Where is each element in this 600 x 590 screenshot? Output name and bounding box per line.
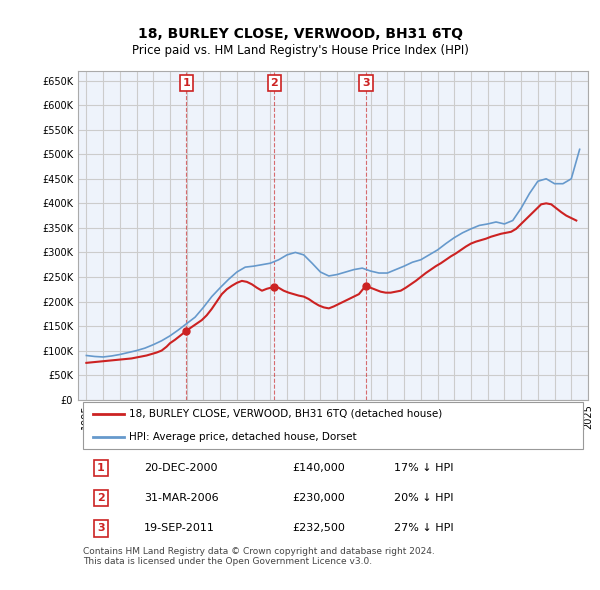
Text: 31-MAR-2006: 31-MAR-2006 xyxy=(145,493,219,503)
Text: Contains HM Land Registry data © Crown copyright and database right 2024.
This d: Contains HM Land Registry data © Crown c… xyxy=(83,547,435,566)
Text: 1: 1 xyxy=(182,78,190,88)
Text: 20-DEC-2000: 20-DEC-2000 xyxy=(145,463,218,473)
FancyBboxPatch shape xyxy=(83,402,583,449)
Text: £140,000: £140,000 xyxy=(292,463,345,473)
Text: 1: 1 xyxy=(97,463,105,473)
Text: 20% ↓ HPI: 20% ↓ HPI xyxy=(394,493,454,503)
Text: 27% ↓ HPI: 27% ↓ HPI xyxy=(394,523,454,533)
Text: 17% ↓ HPI: 17% ↓ HPI xyxy=(394,463,454,473)
Text: 18, BURLEY CLOSE, VERWOOD, BH31 6TQ: 18, BURLEY CLOSE, VERWOOD, BH31 6TQ xyxy=(137,27,463,41)
Text: £230,000: £230,000 xyxy=(292,493,345,503)
Text: 2: 2 xyxy=(271,78,278,88)
Text: 19-SEP-2011: 19-SEP-2011 xyxy=(145,523,215,533)
Text: £232,500: £232,500 xyxy=(292,523,345,533)
Text: 3: 3 xyxy=(362,78,370,88)
Text: 18, BURLEY CLOSE, VERWOOD, BH31 6TQ (detached house): 18, BURLEY CLOSE, VERWOOD, BH31 6TQ (det… xyxy=(129,409,442,419)
Text: 3: 3 xyxy=(97,523,105,533)
Text: 2: 2 xyxy=(97,493,105,503)
Text: Price paid vs. HM Land Registry's House Price Index (HPI): Price paid vs. HM Land Registry's House … xyxy=(131,44,469,57)
Text: HPI: Average price, detached house, Dorset: HPI: Average price, detached house, Dors… xyxy=(129,432,356,442)
